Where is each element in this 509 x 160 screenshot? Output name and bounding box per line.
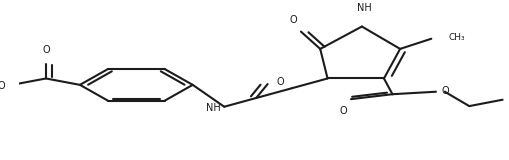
Text: O: O	[290, 15, 297, 25]
Text: O: O	[0, 81, 5, 91]
Text: O: O	[42, 45, 50, 55]
Text: NH: NH	[357, 3, 372, 13]
Text: O: O	[276, 77, 284, 87]
Text: O: O	[442, 86, 449, 96]
Text: O: O	[340, 106, 348, 116]
Text: NH: NH	[206, 103, 220, 112]
Text: CH₃: CH₃	[448, 33, 465, 42]
